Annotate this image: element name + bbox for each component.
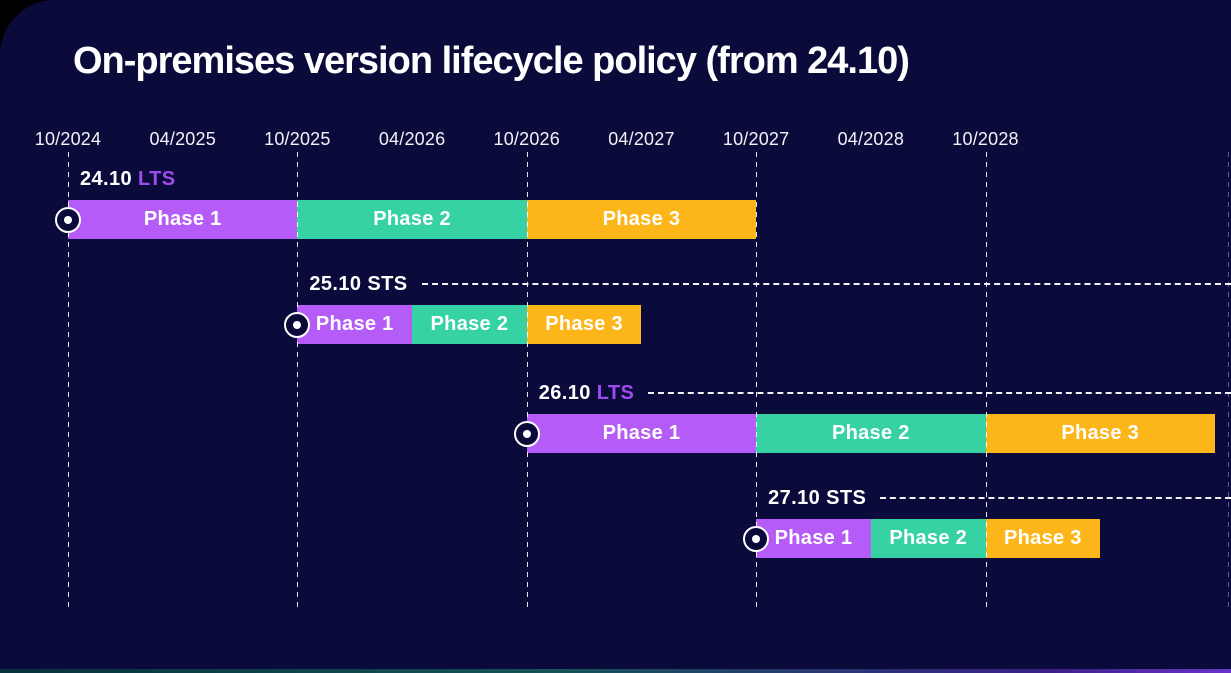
page-title: On-premises version lifecycle policy (fr… xyxy=(73,40,910,82)
phase-label: Phase 3 xyxy=(602,208,681,230)
timeline-tick-label: 10/2027 xyxy=(722,129,790,149)
phase-label: Phase 1 xyxy=(143,208,222,230)
phase-label: Phase 2 xyxy=(889,527,968,549)
lifecycle-row-label: 24.10 LTS xyxy=(80,167,1231,191)
timeline-tick-label: 10/2025 xyxy=(264,129,331,149)
release-marker-icon xyxy=(55,206,81,233)
channel-badge: LTS xyxy=(138,167,176,190)
label-tail-dashed-line xyxy=(648,392,1231,394)
timeline-tick-label: 10/2024 xyxy=(34,129,102,149)
lifecycle-row-label: 26.10 LTS xyxy=(539,381,1231,405)
channel-badge: STS xyxy=(826,486,867,509)
release-marker-icon xyxy=(284,311,311,338)
timeline-tick-label: 04/2028 xyxy=(837,129,905,149)
phase-bar-segment: Phase 2 xyxy=(870,519,986,558)
version-label: 26.10 xyxy=(538,381,597,404)
release-marker-icon xyxy=(743,525,770,552)
phase-bar-segment: Phase 3 xyxy=(526,305,642,344)
phase-label: Phase 1 xyxy=(774,527,853,549)
phase-label: Phase 3 xyxy=(545,313,623,335)
timeline-gridline xyxy=(526,152,528,612)
footer-gradient-bar xyxy=(0,669,1231,673)
phase-bar-segment: Phase 1 xyxy=(68,200,298,239)
timeline-tick-label: 04/2026 xyxy=(378,129,446,149)
timeline-gridline xyxy=(985,152,987,612)
phase-bar-segment: Phase 1 xyxy=(756,519,871,558)
phase-bar-segment: Phase 2 xyxy=(297,200,527,239)
phase-bar-segment: Phase 1 xyxy=(297,305,413,344)
phase-bar-segment: Phase 1 xyxy=(526,414,757,453)
timeline-tick-label: 04/2027 xyxy=(608,129,675,149)
version-label: 24.10 xyxy=(80,167,139,190)
version-label: 25.10 xyxy=(309,272,368,295)
channel-badge: LTS xyxy=(596,381,635,404)
timeline-tick-label: 10/2026 xyxy=(493,129,560,149)
phase-bar-segment: Phase 3 xyxy=(985,414,1215,453)
timeline-tick-label: 10/2028 xyxy=(952,129,1019,149)
phase-label: Phase 2 xyxy=(373,208,451,230)
timeline-gridline xyxy=(297,152,299,612)
phase-label: Phase 1 xyxy=(315,313,394,335)
version-label: 27.10 xyxy=(768,486,827,509)
phase-bar-segment: Phase 2 xyxy=(412,305,527,344)
phase-label: Phase 2 xyxy=(430,313,509,335)
phase-label: Phase 3 xyxy=(1061,422,1140,444)
lifecycle-row-label: 27.10 STS xyxy=(768,486,1231,510)
channel-badge: STS xyxy=(367,272,408,295)
phase-label: Phase 1 xyxy=(602,422,681,444)
timeline-tick-label: 04/2025 xyxy=(149,129,216,149)
timeline-gridline-edge xyxy=(1228,152,1229,612)
phase-bar-segment: Phase 2 xyxy=(756,414,986,453)
lifecycle-row-label: 25.10 STS xyxy=(309,272,1231,296)
phase-bar-segment: Phase 3 xyxy=(985,519,1101,558)
label-tail-dashed-line xyxy=(421,283,1231,285)
label-tail-dashed-line xyxy=(880,497,1231,499)
timeline-gridline xyxy=(756,152,758,612)
phase-label: Phase 3 xyxy=(1004,527,1082,549)
timeline-gridline xyxy=(68,152,69,612)
release-marker-icon xyxy=(513,420,540,447)
phase-label: Phase 2 xyxy=(831,422,910,444)
phase-bar-segment: Phase 3 xyxy=(526,200,757,239)
